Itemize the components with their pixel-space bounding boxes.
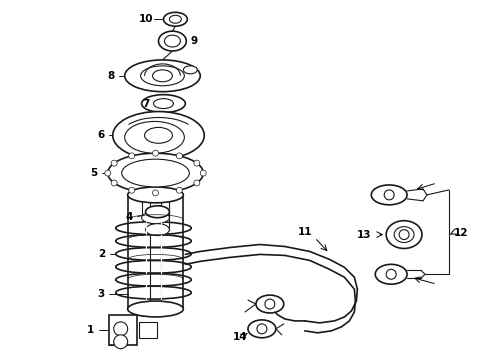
Circle shape: [129, 187, 135, 193]
Bar: [109, 315, 137, 345]
Ellipse shape: [158, 31, 186, 51]
Ellipse shape: [146, 224, 170, 235]
Ellipse shape: [165, 35, 180, 47]
Circle shape: [105, 170, 111, 176]
Ellipse shape: [124, 121, 184, 153]
Ellipse shape: [153, 99, 173, 109]
Circle shape: [200, 170, 206, 176]
Circle shape: [114, 322, 128, 336]
Ellipse shape: [124, 60, 200, 92]
Circle shape: [152, 150, 158, 156]
Ellipse shape: [128, 301, 183, 317]
Text: 14: 14: [233, 332, 247, 342]
Ellipse shape: [113, 112, 204, 159]
Ellipse shape: [164, 12, 187, 26]
Ellipse shape: [170, 15, 181, 23]
Circle shape: [129, 153, 135, 159]
Text: 1: 1: [87, 325, 95, 335]
Ellipse shape: [128, 187, 183, 203]
Circle shape: [176, 153, 182, 159]
Circle shape: [111, 180, 117, 186]
Text: 7: 7: [142, 99, 149, 109]
Text: 5: 5: [90, 168, 98, 178]
Ellipse shape: [394, 227, 414, 243]
Ellipse shape: [122, 159, 189, 187]
Ellipse shape: [141, 66, 184, 86]
Text: 3: 3: [97, 289, 104, 299]
Circle shape: [194, 180, 200, 186]
Text: 4: 4: [126, 212, 133, 222]
Circle shape: [194, 160, 200, 166]
Bar: [139, 322, 156, 338]
Ellipse shape: [248, 320, 276, 338]
Text: 11: 11: [297, 226, 312, 237]
Text: 9: 9: [191, 36, 198, 46]
Circle shape: [386, 269, 396, 279]
Ellipse shape: [386, 221, 422, 248]
Circle shape: [114, 335, 128, 349]
Ellipse shape: [152, 70, 172, 82]
Text: 8: 8: [107, 71, 114, 81]
Circle shape: [265, 299, 275, 309]
Ellipse shape: [375, 264, 407, 284]
Ellipse shape: [142, 95, 185, 113]
Ellipse shape: [108, 153, 203, 193]
Ellipse shape: [256, 295, 284, 313]
Circle shape: [111, 160, 117, 166]
Circle shape: [152, 190, 158, 196]
Ellipse shape: [371, 185, 407, 205]
Text: 13: 13: [357, 230, 371, 239]
Circle shape: [257, 324, 267, 334]
Text: 12: 12: [454, 228, 468, 238]
Ellipse shape: [146, 206, 170, 218]
Ellipse shape: [145, 127, 172, 143]
Circle shape: [176, 187, 182, 193]
Text: 10: 10: [138, 14, 153, 24]
Ellipse shape: [142, 212, 170, 224]
Circle shape: [384, 190, 394, 200]
Text: 2: 2: [98, 249, 105, 260]
Ellipse shape: [183, 66, 197, 74]
Circle shape: [399, 230, 409, 239]
Text: 6: 6: [97, 130, 104, 140]
